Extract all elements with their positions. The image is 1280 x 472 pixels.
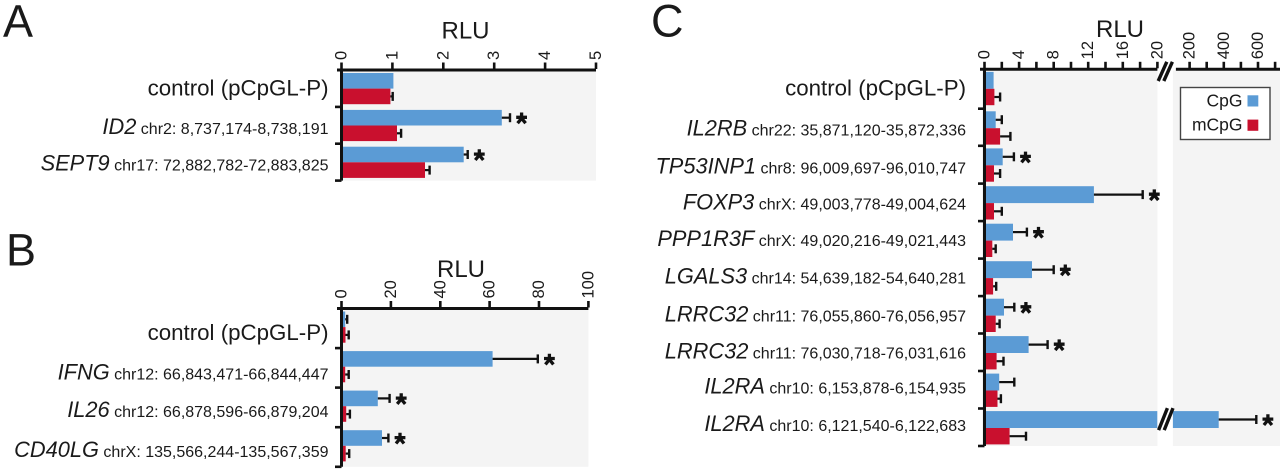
svg-text:IFNG chr12: 66,843,471-66,844,: IFNG chr12: 66,843,471-66,844,447: [58, 359, 329, 384]
svg-text:RLU: RLU: [437, 256, 485, 283]
svg-text:B: B: [6, 225, 36, 276]
svg-text:16: 16: [1114, 41, 1132, 59]
svg-text:LRRC32 chr11: 76,055,860-76,05: LRRC32 chr11: 76,055,860-76,056,957: [665, 301, 966, 326]
svg-text:4: 4: [536, 51, 554, 60]
svg-text:1: 1: [383, 51, 401, 60]
svg-text:5: 5: [587, 51, 605, 60]
svg-text:IL2RB chr22: 35,871,120-35,872: IL2RB chr22: 35,871,120-35,872,336: [687, 115, 967, 140]
svg-text:LRRC32 chr11: 76,030,718-76,03: LRRC32 chr11: 76,030,718-76,031,616: [665, 339, 966, 364]
svg-text:IL26 chr12: 66,878,596-66,879,: IL26 chr12: 66,878,596-66,879,204: [67, 397, 328, 422]
svg-text:200: 200: [1181, 32, 1199, 60]
svg-text:CD40LG chrX: 135,566,244-135,5: CD40LG chrX: 135,566,244-135,567,359: [14, 437, 328, 462]
svg-text:RLU: RLU: [441, 18, 489, 45]
svg-text:4: 4: [1010, 50, 1028, 59]
svg-text:100: 100: [579, 271, 597, 299]
svg-text:3: 3: [485, 51, 503, 60]
svg-text:PPP1R3F chrX: 49,020,216-49,02: PPP1R3F chrX: 49,020,216-49,021,443: [657, 226, 966, 251]
svg-text:20: 20: [382, 280, 400, 298]
svg-text:control (pCpGL-P): control (pCpGL-P): [148, 76, 329, 101]
svg-text:0: 0: [333, 51, 351, 60]
svg-text:8: 8: [1045, 50, 1063, 59]
svg-text:2: 2: [434, 51, 452, 60]
svg-text:80: 80: [530, 280, 548, 298]
svg-text:A: A: [3, 0, 33, 47]
svg-text:C: C: [651, 0, 684, 47]
svg-text:RLU: RLU: [1096, 16, 1144, 43]
svg-text:IL2RA chr10: 6,153,878-6,154,9: IL2RA chr10: 6,153,878-6,154,935: [704, 373, 966, 398]
svg-text:20: 20: [1148, 41, 1166, 59]
svg-text:IL2RA chr10: 6,121,540-6,122,6: IL2RA chr10: 6,121,540-6,122,683: [704, 411, 966, 436]
svg-text:mCpG: mCpG: [1192, 115, 1243, 135]
svg-text:TP53INP1 chr8: 96,009,697-96,0: TP53INP1 chr8: 96,009,697-96,010,747: [655, 154, 966, 179]
svg-text:12: 12: [1079, 41, 1097, 59]
svg-text:CpG: CpG: [1207, 90, 1243, 110]
svg-text:0: 0: [333, 289, 351, 298]
svg-text:60: 60: [481, 280, 499, 298]
svg-text:40: 40: [431, 280, 449, 298]
svg-text:0: 0: [976, 50, 994, 59]
svg-text:LGALS3 chr14: 54,639,182-54,64: LGALS3 chr14: 54,639,182-54,640,281: [665, 263, 966, 288]
svg-text:control (pCpGL-P): control (pCpGL-P): [148, 320, 329, 345]
svg-text:FOXP3 chrX: 49,003,778-49,004,: FOXP3 chrX: 49,003,778-49,004,624: [683, 190, 966, 215]
svg-text:control (pCpGL-P): control (pCpGL-P): [785, 76, 966, 101]
svg-text:600: 600: [1249, 32, 1267, 60]
svg-text:ID2 chr2: 8,737,174-8,738,191: ID2 chr2: 8,737,174-8,738,191: [102, 114, 328, 139]
svg-text:400: 400: [1215, 32, 1233, 60]
svg-text:SEPT9 chr17: 72,882,782-72,883: SEPT9 chr17: 72,882,782-72,883,825: [41, 151, 329, 176]
